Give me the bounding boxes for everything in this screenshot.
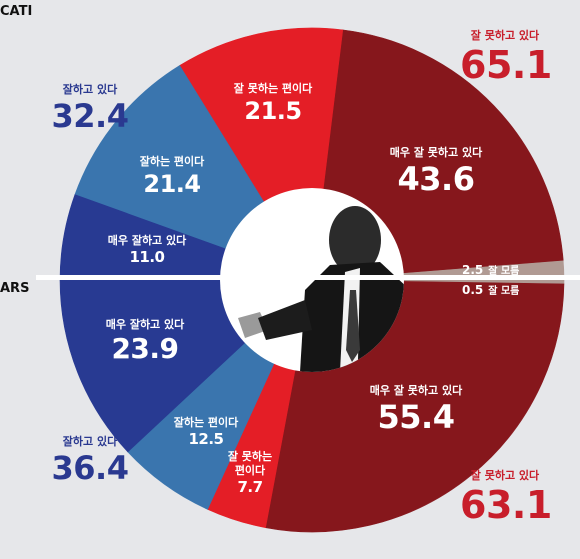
cati-good-value: 21.4 xyxy=(143,170,201,198)
cati-unknown-value: 2.5 xyxy=(462,263,484,277)
cati-total-negative: 잘 못하고 있다 65.1 xyxy=(460,28,552,87)
ars-total-negative: 잘 못하고 있다 63.1 xyxy=(460,468,552,527)
ars-unknown-value: 0.5 xyxy=(462,283,484,297)
ars-tag: ARS xyxy=(0,281,30,296)
ars-bad-value: 7.7 xyxy=(237,478,263,496)
cati-very-bad-sub: 매우 잘 못하고 있다 xyxy=(389,146,483,159)
cati-total-positive: 잘하고 있다 32.4 xyxy=(50,82,130,135)
cati-very-good-label: 매우 잘하고 있다 11.0 xyxy=(97,234,197,267)
ars-total-negative-sub: 잘 못하고 있다 xyxy=(470,469,540,482)
ars-very-bad-label: 매우 잘 못하고 있다 55.4 xyxy=(360,384,472,436)
ars-very-good-value: 23.9 xyxy=(111,332,179,365)
ars-unknown-label: 0.5 잘 모름 xyxy=(462,279,519,298)
cati-very-bad-value: 43.6 xyxy=(397,160,475,198)
cati-very-good-sub: 매우 잘하고 있다 xyxy=(107,234,187,247)
ars-very-bad-sub: 매우 잘 못하고 있다 xyxy=(369,384,463,397)
cati-very-good-value: 11.0 xyxy=(129,248,165,266)
ars-total-positive-value: 36.4 xyxy=(51,449,129,487)
cati-total-negative-sub: 잘 못하고 있다 xyxy=(470,29,540,42)
cati-bad-label: 잘 못하는 편이다 21.5 xyxy=(218,82,328,126)
cati-bad-sub: 잘 못하는 편이다 xyxy=(233,82,313,95)
cati-tag: CATI xyxy=(0,4,33,19)
cati-good-sub: 잘하는 편이다 xyxy=(139,155,205,168)
ars-bad-sub: 잘 못하는 편이다 xyxy=(227,450,273,477)
cati-very-bad-label: 매우 잘 못하고 있다 43.6 xyxy=(380,146,492,198)
ars-total-negative-value: 63.1 xyxy=(460,483,552,527)
ars-very-bad-value: 55.4 xyxy=(377,398,455,436)
ars-total-positive-sub: 잘하고 있다 xyxy=(62,435,118,448)
cati-unknown-sub: 잘 모름 xyxy=(488,266,520,277)
ars-unknown-sub: 잘 모름 xyxy=(488,286,520,297)
ars-bad-label: 잘 못하는 편이다 7.7 xyxy=(222,450,278,497)
cati-unknown-label: 2.5 잘 모름 xyxy=(462,259,519,278)
cati-total-positive-value: 32.4 xyxy=(51,97,129,135)
ars-very-good-sub: 매우 잘하고 있다 xyxy=(105,318,185,331)
ars-good-value: 12.5 xyxy=(188,430,224,448)
cati-bad-value: 21.5 xyxy=(244,97,302,125)
ars-good-sub: 잘하는 편이다 xyxy=(173,416,239,429)
ars-very-good-label: 매우 잘하고 있다 23.9 xyxy=(90,318,200,366)
cati-total-positive-sub: 잘하고 있다 xyxy=(62,83,118,96)
cati-total-negative-value: 65.1 xyxy=(460,43,552,87)
ars-good-label: 잘하는 편이다 12.5 xyxy=(156,416,256,449)
cati-good-label: 잘하는 편이다 21.4 xyxy=(122,155,222,199)
ars-total-positive: 잘하고 있다 36.4 xyxy=(50,434,130,487)
